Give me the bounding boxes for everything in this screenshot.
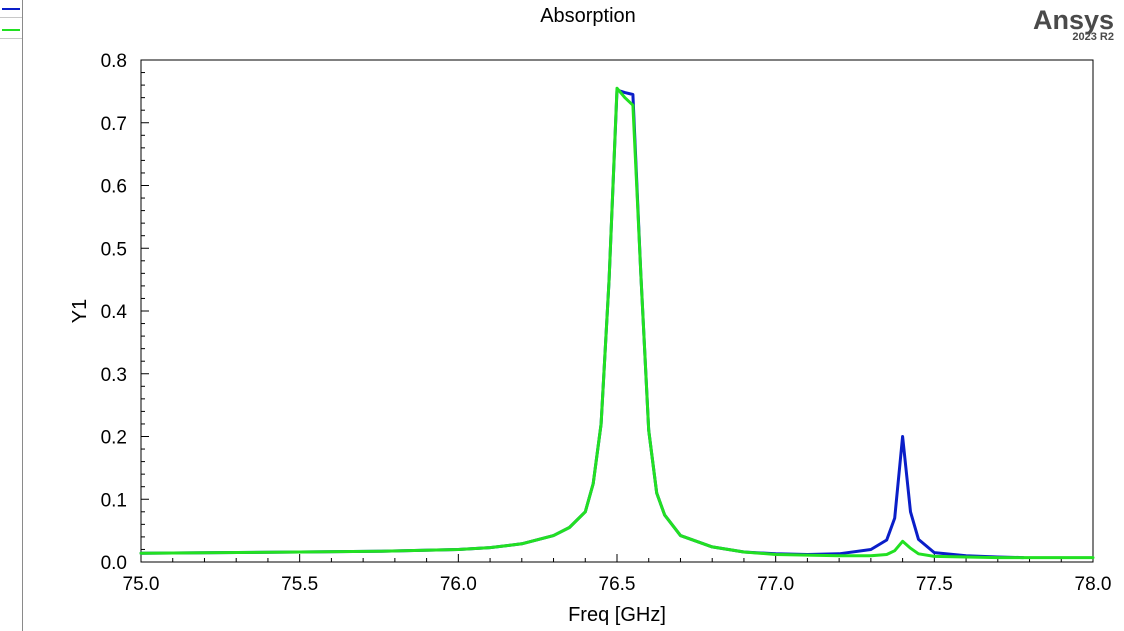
x-tick-label: 78.0	[1075, 574, 1112, 595]
y-tick-label: 0.3	[101, 365, 127, 386]
x-tick-label: 76.5	[599, 574, 636, 595]
y-tick-label: 0.1	[101, 490, 127, 511]
ansys-logo: Ansys 2023 R2	[1033, 5, 1114, 43]
y-tick-label: 0.4	[101, 302, 128, 323]
legend-divider	[0, 17, 22, 18]
legend-strip	[0, 0, 23, 631]
x-tick-label: 76.0	[440, 574, 477, 595]
x-tick-label: 75.5	[281, 574, 318, 595]
x-axis-label: Freq [GHz]	[568, 604, 666, 626]
logo-version: 2023 R2	[1072, 31, 1114, 43]
x-tick-label: 77.5	[916, 574, 953, 595]
plot-frame	[140, 59, 1094, 563]
chart-title: Absorption	[540, 5, 636, 27]
logo-name: Ansys	[1032, 5, 1114, 35]
series-line-2	[139, 86, 1095, 560]
x-tick-label: 77.0	[757, 574, 794, 595]
legend-divider	[0, 38, 22, 39]
y-tick-label: 0.5	[101, 239, 127, 260]
y-tick-label: 0.7	[101, 114, 127, 135]
legend-line-blue[interactable]	[2, 8, 20, 10]
y-axis-label: Y1	[69, 299, 91, 323]
y-tick-label: 0.2	[101, 428, 127, 449]
y-tick-label: 0.6	[101, 177, 127, 198]
x-tick-label: 75.0	[123, 574, 160, 595]
series-line-1	[139, 88, 1025, 560]
y-tick-label: 0.0	[101, 553, 127, 574]
y-tick-label: 0.8	[101, 51, 127, 72]
legend-line-green[interactable]	[2, 29, 20, 31]
